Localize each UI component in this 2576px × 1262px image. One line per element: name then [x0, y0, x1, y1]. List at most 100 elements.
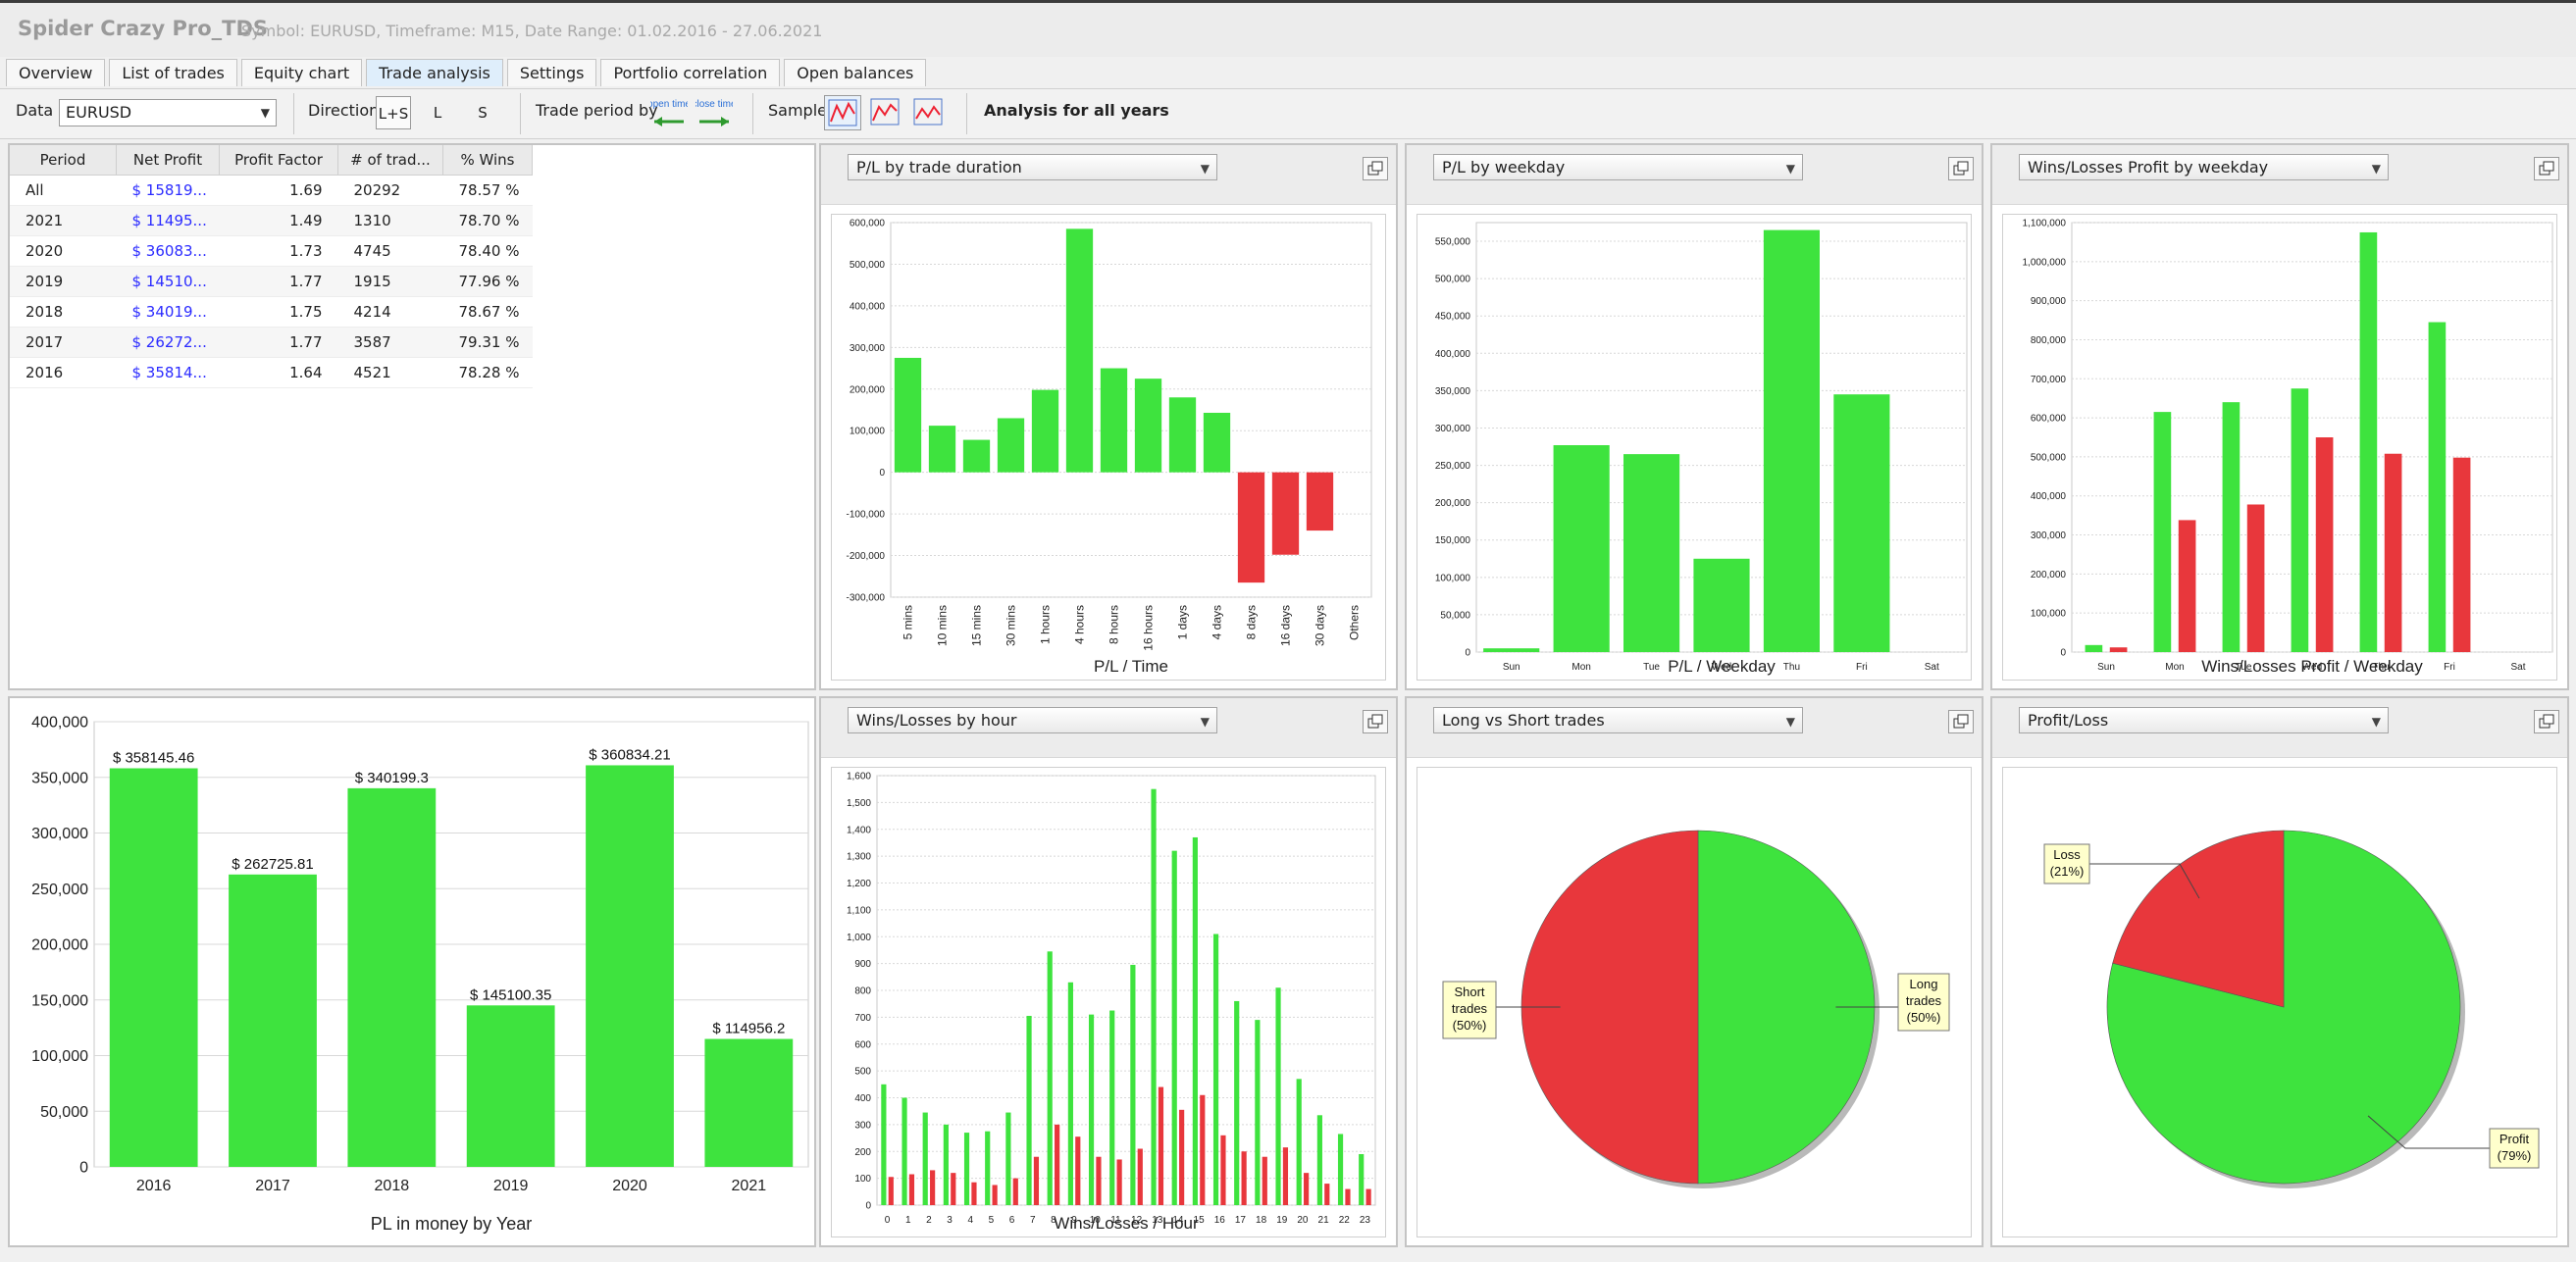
column-header[interactable]: Net Profit — [116, 145, 220, 176]
x-tick-label: 22 — [1339, 1215, 1351, 1226]
close-time-icon: close time — [692, 99, 737, 126]
x-axis-title: PL in money by Year — [371, 1214, 532, 1234]
bar — [1306, 472, 1334, 531]
chart-type-select[interactable]: P/L by trade duration ▼ — [848, 154, 1217, 180]
bar — [2153, 412, 2172, 652]
bar — [1345, 1188, 1351, 1205]
table-cell: 3587 — [337, 327, 443, 358]
bar — [1275, 987, 1281, 1205]
direction-ls-button[interactable]: L+S — [376, 96, 411, 129]
table-cell: 2018 — [10, 296, 117, 328]
wl-hour-panel: Wins/Losses by hour ▼ 0 100 200 300 400 500 600… — [819, 696, 1398, 1247]
y-tick-label: 350,000 — [31, 770, 88, 786]
table-cell: 20292 — [337, 175, 443, 206]
chart-type-select[interactable]: Wins/Losses by hour ▼ — [848, 707, 1217, 733]
column-header[interactable]: Period — [10, 145, 117, 176]
x-tick-label: 21 — [1318, 1215, 1330, 1226]
tab-portfolio-correlation[interactable]: Portfolio correlation — [600, 59, 781, 86]
bar — [2222, 402, 2241, 652]
bar — [928, 426, 956, 473]
table-row[interactable]: All $ 15819... 1.69 20292 78.57 % — [10, 175, 533, 206]
tab-list-of-trades[interactable]: List of trades — [109, 59, 237, 86]
close-time-button[interactable]: close time — [692, 95, 737, 130]
chevron-down-icon: ▼ — [1200, 715, 1210, 729]
x-tick-label: 2016 — [136, 1178, 172, 1194]
x-tick-label: 15 mins — [970, 605, 984, 646]
table-row[interactable]: 2021 $ 11495... 1.49 1310 78.70 % — [10, 205, 533, 236]
table-row[interactable]: 2018 $ 34019... 1.75 4214 78.67 % — [10, 296, 533, 328]
x-tick-label: Wed — [2302, 662, 2322, 673]
table-row[interactable]: 2019 $ 14510... 1.77 1915 77.96 % — [10, 266, 533, 297]
tab-trade-analysis[interactable]: Trade analysis — [366, 59, 503, 86]
bar — [1237, 472, 1265, 583]
bar — [2315, 437, 2334, 652]
sample-in-button[interactable] — [867, 95, 904, 130]
bar — [2359, 231, 2378, 653]
trade-period-label: Trade period by — [536, 101, 658, 120]
data-label: $ 114956.2 — [712, 1021, 785, 1037]
maximize-button[interactable] — [1948, 157, 1974, 180]
chart-area: 0 50,000 100,000 150,000 200,000 250,000 300,0… — [1417, 214, 1972, 681]
chart-type-select[interactable]: P/L by weekday ▼ — [1433, 154, 1803, 180]
bar — [962, 439, 991, 473]
x-tick-label: Mon — [1571, 662, 1590, 673]
y-tick-label: 900 — [854, 959, 871, 970]
tab-equity-chart[interactable]: Equity chart — [240, 59, 363, 86]
maximize-button[interactable] — [1363, 157, 1388, 180]
bar — [1693, 558, 1750, 652]
bar — [1130, 964, 1136, 1205]
open-time-label: open time — [650, 99, 688, 110]
tab-overview[interactable]: Overview — [6, 59, 106, 86]
column-header[interactable]: Profit Factor — [219, 145, 338, 176]
chart-type-select[interactable]: Long vs Short trades ▼ — [1433, 707, 1803, 733]
table-cell: $ 36083... — [116, 235, 220, 267]
chart-type-value: P/L by weekday — [1442, 158, 1566, 177]
callout-box — [2489, 1128, 2540, 1169]
x-tick-label: 8 — [1051, 1215, 1056, 1226]
column-header[interactable]: % Wins — [442, 145, 533, 176]
bar — [971, 1182, 977, 1205]
maximize-button[interactable] — [1948, 710, 1974, 733]
bar — [2109, 647, 2128, 652]
x-tick-label: 2019 — [493, 1178, 529, 1194]
table-cell: 4521 — [337, 357, 443, 388]
maximize-button[interactable] — [2534, 710, 2559, 733]
table-row[interactable]: 2020 $ 36083... 1.73 4745 78.40 % — [10, 235, 533, 267]
table-row[interactable]: 2016 $ 35814... 1.64 4521 78.28 % — [10, 357, 533, 388]
maximize-button[interactable] — [2534, 157, 2559, 180]
sample-all-button[interactable] — [824, 95, 861, 130]
x-tick-label: 2 — [926, 1215, 932, 1226]
bar — [894, 357, 922, 473]
table-cell: 2016 — [10, 357, 117, 388]
maximize-button[interactable] — [1363, 710, 1388, 733]
maximize-icon — [1953, 161, 1969, 176]
callout-box — [1442, 981, 1497, 1039]
y-tick-label: 1,300 — [847, 852, 871, 863]
bar — [1241, 1151, 1247, 1205]
table-cell: 1.73 — [219, 235, 338, 267]
chart-type-select[interactable]: Wins/Losses Profit by weekday ▼ — [2019, 154, 2389, 180]
direction-l-button[interactable]: L — [433, 104, 442, 122]
data-select[interactable]: EURUSD ▼ — [59, 99, 277, 126]
y-tick-label: 200,000 — [2031, 570, 2067, 581]
tab-settings[interactable]: Settings — [506, 59, 597, 86]
column-header[interactable]: # of trad... — [337, 145, 443, 176]
table-cell: 2017 — [10, 327, 117, 358]
sample-out-button[interactable] — [910, 95, 948, 130]
maximize-icon — [2539, 161, 2554, 176]
tab-open-balances[interactable]: Open balances — [784, 59, 927, 86]
toolbar-divider — [293, 93, 294, 134]
y-tick-label: 200 — [854, 1147, 871, 1158]
pl-duration-panel: P/L by trade duration ▼ -300,000 -200,000-… — [819, 143, 1398, 690]
y-tick-label: 800 — [854, 986, 871, 997]
table-cell: 1.49 — [219, 205, 338, 236]
x-tick-label: 23 — [1360, 1215, 1371, 1226]
x-tick-label: 30 mins — [1005, 605, 1018, 646]
chart-type-select[interactable]: Profit/Loss ▼ — [2019, 707, 2389, 733]
y-tick-label: 300,000 — [2031, 530, 2067, 541]
chevron-down-icon: ▼ — [260, 106, 270, 120]
x-tick-label: 2020 — [612, 1178, 647, 1194]
table-row[interactable]: 2017 $ 26272... 1.77 3587 79.31 % — [10, 327, 533, 358]
open-time-button[interactable]: open time — [647, 95, 691, 130]
direction-s-button[interactable]: S — [478, 104, 488, 122]
